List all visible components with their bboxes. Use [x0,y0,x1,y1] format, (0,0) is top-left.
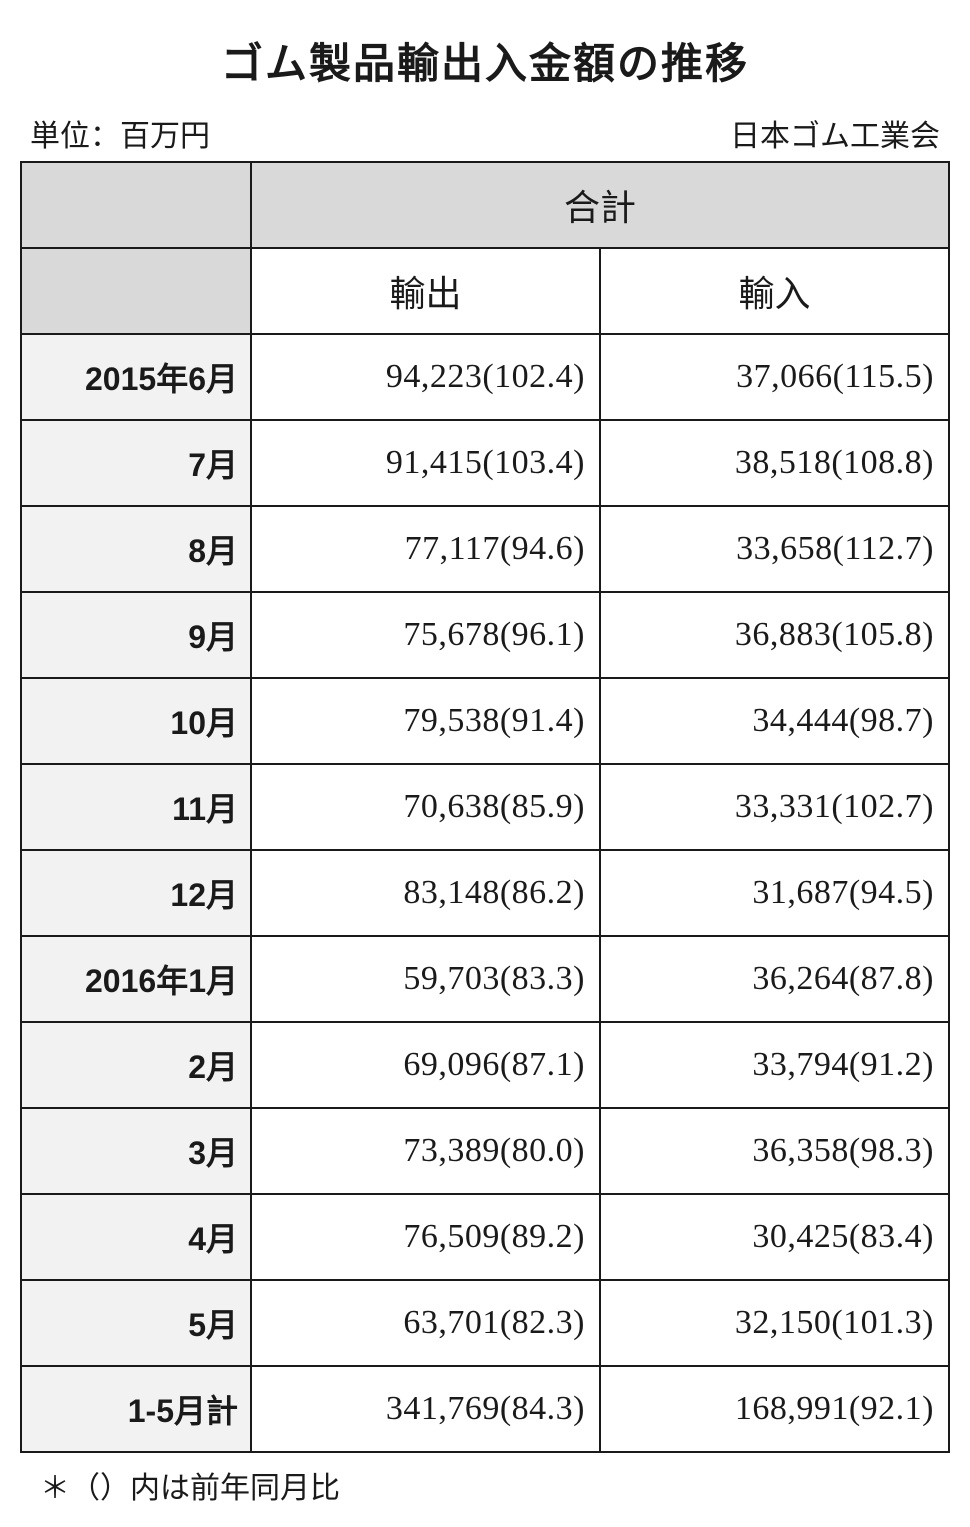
export-cell: 341,769(84.3) [251,1366,600,1452]
unit-label: 単位：百万円 [30,111,210,155]
import-cell: 33,794(91.2) [600,1022,949,1108]
period-cell: 7月 [21,420,251,506]
table-row: 1-5月計341,769(84.3)168,991(92.1) [21,1366,949,1452]
import-cell: 31,687(94.5) [600,850,949,936]
import-cell: 33,331(102.7) [600,764,949,850]
table-row: 3月73,389(80.0)36,358(98.3) [21,1108,949,1194]
period-cell: 3月 [21,1108,251,1194]
table-row: 10月79,538(91.4)34,444(98.7) [21,678,949,764]
import-cell: 38,518(108.8) [600,420,949,506]
import-cell: 168,991(92.1) [600,1366,949,1452]
meta-row: 単位：百万円 日本ゴム工業会 [20,111,950,161]
table-row: 5月63,701(82.3)32,150(101.3) [21,1280,949,1366]
export-cell: 69,096(87.1) [251,1022,600,1108]
period-cell: 9月 [21,592,251,678]
import-cell: 37,066(115.5) [600,334,949,420]
table-row: 12月83,148(86.2)31,687(94.5) [21,850,949,936]
import-cell: 33,658(112.7) [600,506,949,592]
table-row: 11月70,638(85.9)33,331(102.7) [21,764,949,850]
import-cell: 32,150(101.3) [600,1280,949,1366]
period-cell: 2月 [21,1022,251,1108]
export-cell: 75,678(96.1) [251,592,600,678]
export-cell: 70,638(85.9) [251,764,600,850]
import-cell: 34,444(98.7) [600,678,949,764]
table-row: 2015年6月94,223(102.4)37,066(115.5) [21,334,949,420]
import-cell: 36,358(98.3) [600,1108,949,1194]
export-cell: 94,223(102.4) [251,334,600,420]
export-cell: 83,148(86.2) [251,850,600,936]
period-cell: 12月 [21,850,251,936]
period-cell: 10月 [21,678,251,764]
import-cell: 30,425(83.4) [600,1194,949,1280]
footnote: ＊（）内は前年同月比 [20,1453,950,1507]
period-cell: 1-5月計 [21,1366,251,1452]
table-row: 9月75,678(96.1)36,883(105.8) [21,592,949,678]
header-import: 輸入 [600,248,949,334]
period-cell: 2015年6月 [21,334,251,420]
source-label: 日本ゴム工業会 [730,111,940,155]
period-cell: 5月 [21,1280,251,1366]
import-cell: 36,883(105.8) [600,592,949,678]
header-blank [21,162,251,248]
header-export: 輸出 [251,248,600,334]
export-cell: 77,117(94.6) [251,506,600,592]
import-cell: 36,264(87.8) [600,936,949,1022]
export-cell: 73,389(80.0) [251,1108,600,1194]
page-title: ゴム製品輸出入金額の推移 [20,30,950,91]
table-row: 2016年1月59,703(83.3)36,264(87.8) [21,936,949,1022]
export-cell: 59,703(83.3) [251,936,600,1022]
table-row: 4月76,509(89.2)30,425(83.4) [21,1194,949,1280]
table-row: 8月77,117(94.6)33,658(112.7) [21,506,949,592]
table-row: 7月91,415(103.4)38,518(108.8) [21,420,949,506]
period-cell: 8月 [21,506,251,592]
header-group-total: 合計 [251,162,949,248]
period-cell: 2016年1月 [21,936,251,1022]
data-table: 合計 輸出 輸入 2015年6月94,223(102.4)37,066(115.… [20,161,950,1453]
export-cell: 63,701(82.3) [251,1280,600,1366]
subheader-blank [21,248,251,334]
period-cell: 11月 [21,764,251,850]
export-cell: 79,538(91.4) [251,678,600,764]
period-cell: 4月 [21,1194,251,1280]
export-cell: 91,415(103.4) [251,420,600,506]
table-row: 2月69,096(87.1)33,794(91.2) [21,1022,949,1108]
export-cell: 76,509(89.2) [251,1194,600,1280]
